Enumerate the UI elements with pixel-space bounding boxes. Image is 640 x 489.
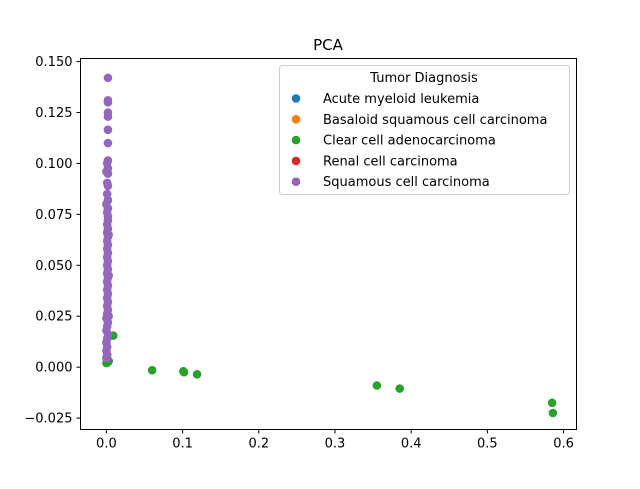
y-tick-label: 0.075 xyxy=(35,208,72,223)
y-axis: −0.025 0.000 0.025 0.050 0.075 0.100 0.125 0.15… xyxy=(24,55,81,427)
x-tick-label: 0.2 xyxy=(248,437,269,452)
legend-marker xyxy=(291,115,301,124)
y-tick-label: 0.125 xyxy=(35,106,72,121)
y-tick-label: −0.025 xyxy=(24,412,72,427)
legend-marker xyxy=(291,156,301,166)
data-point xyxy=(103,138,113,148)
x-tick-label: 0.4 xyxy=(401,437,422,452)
data-point xyxy=(372,381,382,390)
legend-label: Acute myeloid leukemia xyxy=(323,92,479,107)
legend-marker xyxy=(291,94,301,103)
data-point xyxy=(103,169,113,178)
legend-label: Clear cell adenocarcinoma xyxy=(323,134,496,149)
x-tick-label: 0.1 xyxy=(172,437,193,452)
data-point xyxy=(103,125,113,135)
data-point xyxy=(103,181,113,191)
chart-title: PCA xyxy=(313,36,344,54)
x-tick-label: 0.6 xyxy=(553,437,574,452)
y-tick-label: 0.150 xyxy=(35,55,72,70)
legend-marker xyxy=(291,177,301,186)
x-axis: 0.0 0.1 0.2 0.3 0.4 0.5 0.6 xyxy=(96,429,574,452)
series-4-points xyxy=(102,73,113,363)
legend-box xyxy=(279,65,570,195)
plot-frame xyxy=(80,58,577,430)
legend-title: Tumor Diagnosis xyxy=(369,71,478,86)
legend-marker xyxy=(291,135,301,145)
legend-label: Renal cell carcinoma xyxy=(323,154,458,169)
y-tick-label: 0.025 xyxy=(35,310,72,325)
data-point xyxy=(104,311,113,321)
data-point xyxy=(103,112,113,121)
data-point xyxy=(104,230,113,240)
legend: Tumor Diagnosis Acute myeloid leukemia Ba… xyxy=(279,65,570,195)
x-tick-label: 0.5 xyxy=(477,437,498,452)
data-point xyxy=(103,73,113,83)
data-point xyxy=(102,353,111,363)
data-point xyxy=(548,408,558,418)
y-tick-label: 0.000 xyxy=(35,361,72,376)
data-point xyxy=(179,367,189,377)
legend-label: Squamous cell carcinoma xyxy=(323,175,490,190)
data-point xyxy=(147,365,157,375)
y-tick-label: 0.100 xyxy=(35,157,72,172)
data-point xyxy=(104,271,113,280)
data-point xyxy=(395,384,405,393)
data-point xyxy=(547,398,557,408)
data-point xyxy=(192,369,202,379)
legend-label: Basaloid squamous cell carcinoma xyxy=(323,113,547,128)
x-tick-label: 0.3 xyxy=(325,437,346,452)
y-tick-label: 0.050 xyxy=(35,259,72,274)
legend-entries: Acute myeloid leukemia Basaloid squamous … xyxy=(291,92,547,190)
data-point xyxy=(103,98,113,107)
x-tick-label: 0.0 xyxy=(96,437,117,452)
points-layer xyxy=(102,73,558,418)
